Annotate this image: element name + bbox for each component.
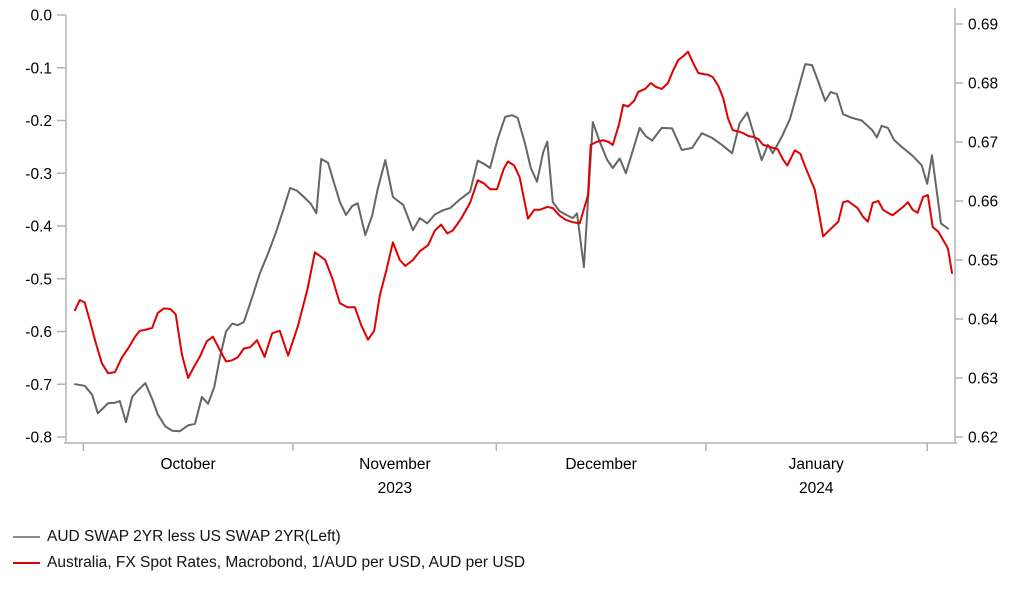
x-axis-year-label: 2024 [799, 480, 834, 497]
x-axis-month-label: January [789, 456, 844, 473]
right-axis-tick-label: 0.64 [968, 312, 999, 329]
right-axis-tick-label: 0.69 [968, 17, 998, 34]
x-axis-month-label: December [565, 456, 637, 473]
left-axis-tick-label: -0.5 [25, 271, 52, 288]
line-chart: 0.0 -0.1 -0.2 -0.3 -0.4 -0.5 -0.6 -0.7 -0.8 0.69 0… [25, 8, 999, 498]
left-axis-tick-label: -0.3 [25, 166, 52, 183]
x-axis-month-label: October [161, 456, 216, 473]
left-axis-tick-label: -0.7 [25, 377, 52, 394]
left-axis-tick-label: -0.8 [25, 430, 52, 447]
left-axis-tick-label: -0.6 [25, 324, 52, 341]
right-axis-tick-label: 0.66 [968, 194, 998, 211]
left-axis-tick-label: -0.2 [25, 113, 52, 130]
right-axis-tick-label: 0.63 [968, 371, 998, 388]
legend-label: Australia, FX Spot Rates, Macrobond, 1/A… [47, 554, 526, 571]
left-axis-tick-label: -0.1 [25, 60, 52, 77]
legend-label: AUD SWAP 2YR less US SWAP 2YR(Left) [47, 528, 341, 545]
legend-item-aud-usd: Australia, FX Spot Rates, Macrobond, 1/A… [13, 550, 525, 576]
series-line-aud-swap-spread [74, 63, 949, 433]
right-axis-tick-label: 0.68 [968, 76, 998, 93]
chart-area: 0.0 -0.1 -0.2 -0.3 -0.4 -0.5 -0.6 -0.7 -0.8 0.69 0… [25, 8, 999, 498]
x-axis-year-label: 2023 [378, 480, 412, 497]
series-line-aud-per-usd [74, 50, 953, 379]
right-axis-tick-label: 0.65 [968, 253, 998, 270]
legend-item-swap-spread: AUD SWAP 2YR less US SWAP 2YR(Left) [13, 524, 525, 550]
right-axis-tick-label: 0.67 [968, 135, 998, 152]
right-axis-tick-label: 0.62 [968, 430, 998, 447]
left-axis-tick-label: 0.0 [30, 8, 52, 25]
chart-legend: AUD SWAP 2YR less US SWAP 2YR(Left) Aust… [13, 524, 525, 576]
x-axis-month-label: November [359, 456, 431, 473]
gray-line-swatch-icon [13, 536, 40, 538]
left-axis-tick-label: -0.4 [25, 219, 52, 236]
red-line-swatch-icon [13, 562, 40, 564]
